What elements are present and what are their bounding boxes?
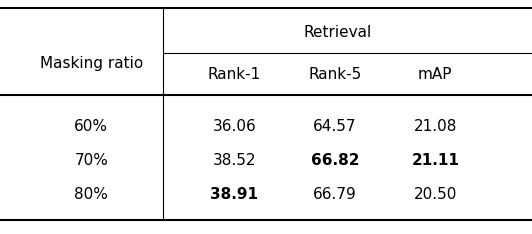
Text: 60%: 60% — [74, 119, 109, 134]
Text: 66.82: 66.82 — [311, 154, 359, 168]
Text: 38.91: 38.91 — [210, 187, 258, 202]
Text: 80%: 80% — [74, 187, 109, 202]
Text: 70%: 70% — [74, 154, 109, 168]
Text: Retrieval: Retrieval — [303, 25, 371, 40]
Text: Rank-1: Rank-1 — [207, 67, 261, 82]
Text: 21.08: 21.08 — [414, 119, 457, 134]
Text: 66.79: 66.79 — [313, 187, 356, 202]
Text: mAP: mAP — [418, 67, 453, 82]
Text: 64.57: 64.57 — [313, 119, 356, 134]
Text: 20.50: 20.50 — [414, 187, 457, 202]
Text: 36.06: 36.06 — [212, 119, 256, 134]
Text: Rank-5: Rank-5 — [308, 67, 361, 82]
Text: 38.52: 38.52 — [212, 154, 256, 168]
Text: Masking ratio: Masking ratio — [40, 56, 143, 71]
Text: 21.11: 21.11 — [411, 154, 459, 168]
